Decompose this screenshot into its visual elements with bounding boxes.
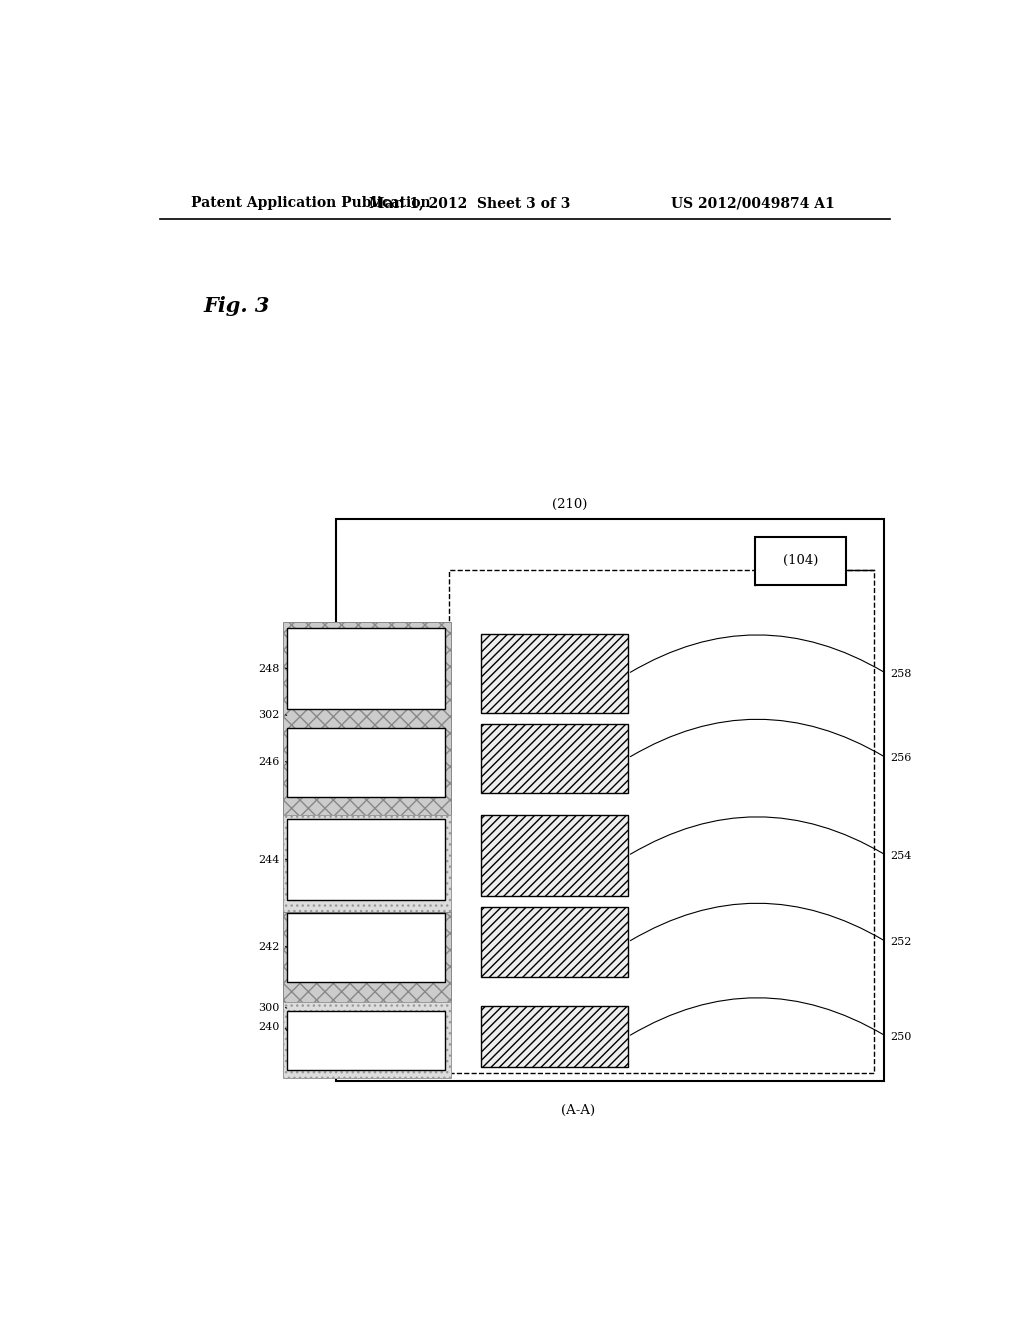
Bar: [336, 519, 884, 1081]
Bar: [481, 723, 628, 792]
Text: 254: 254: [890, 850, 911, 861]
Text: Fig. 3: Fig. 3: [204, 296, 269, 315]
Text: 248: 248: [258, 664, 280, 673]
Bar: [450, 570, 874, 1073]
Text: 302: 302: [258, 710, 280, 721]
Text: 240: 240: [258, 1023, 280, 1032]
Bar: [287, 628, 445, 709]
Text: (210): (210): [552, 498, 588, 511]
Text: 300: 300: [258, 1003, 280, 1014]
Bar: [481, 634, 628, 713]
Text: 256: 256: [890, 754, 911, 763]
Bar: [287, 727, 445, 797]
Bar: [283, 912, 451, 1003]
Bar: [283, 814, 451, 935]
Text: (A-A): (A-A): [561, 1104, 595, 1117]
Text: 252: 252: [890, 937, 911, 946]
Text: (104): (104): [783, 554, 818, 568]
Bar: [755, 536, 846, 585]
Bar: [481, 814, 628, 896]
Text: Patent Application Publication: Patent Application Publication: [191, 197, 431, 210]
Text: US 2012/0049874 A1: US 2012/0049874 A1: [671, 197, 835, 210]
Bar: [283, 622, 451, 838]
Text: 258: 258: [890, 669, 911, 678]
Text: Mar. 1, 2012  Sheet 3 of 3: Mar. 1, 2012 Sheet 3 of 3: [369, 197, 570, 210]
Text: 246: 246: [258, 758, 280, 767]
Bar: [481, 907, 628, 977]
Text: 244: 244: [258, 855, 280, 865]
Bar: [287, 912, 445, 982]
Bar: [283, 1002, 451, 1078]
Text: 250: 250: [890, 1031, 911, 1041]
Bar: [481, 1006, 628, 1067]
Text: 242: 242: [258, 942, 280, 952]
Bar: [287, 1011, 445, 1071]
Bar: [287, 818, 445, 900]
